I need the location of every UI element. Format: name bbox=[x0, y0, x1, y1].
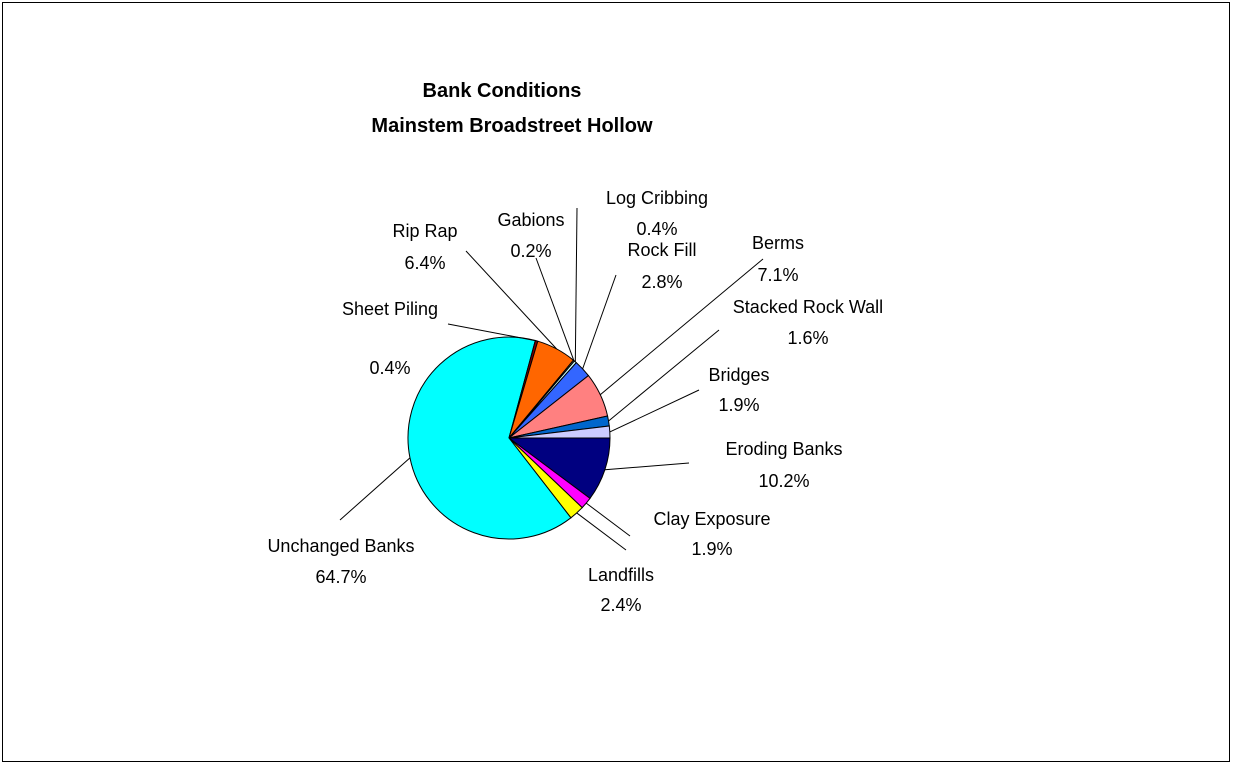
leader-line-stacked-rock-wall bbox=[608, 329, 720, 422]
leader-line-clay-exposure bbox=[585, 502, 631, 537]
slice-label-clay-exposure: Clay Exposure bbox=[653, 509, 770, 529]
slice-percent-unchanged-banks: 64.7% bbox=[315, 567, 366, 587]
slice-percent-eroding-banks: 10.2% bbox=[758, 471, 809, 491]
slice-percent-bridges: 1.9% bbox=[718, 395, 759, 415]
slice-percent-sheet-piling: 0.4% bbox=[369, 358, 410, 378]
slice-percent-stacked-rock-wall: 1.6% bbox=[787, 328, 828, 348]
chart-title-line-2: Mainstem Broadstreet Hollow bbox=[371, 115, 653, 137]
leader-line-gabions bbox=[535, 257, 575, 361]
leader-lines bbox=[339, 207, 764, 551]
slice-label-landfills: Landfills bbox=[588, 565, 654, 585]
leader-line-log-cribbing bbox=[574, 207, 578, 362]
slice-label-rock-fill: Rock Fill bbox=[627, 240, 696, 260]
leader-line-unchanged-banks bbox=[339, 457, 411, 521]
leader-line-berms bbox=[599, 258, 764, 396]
leader-line-rip-rap bbox=[465, 250, 557, 350]
slice-percent-rock-fill: 2.8% bbox=[641, 272, 682, 292]
slice-label-stacked-rock-wall: Stacked Rock Wall bbox=[733, 297, 883, 317]
leader-line-sheet-piling bbox=[447, 323, 537, 342]
slice-label-unchanged-banks: Unchanged Banks bbox=[267, 536, 414, 556]
pie-slice-bridges bbox=[508, 425, 611, 439]
chart-title-line-1: Bank Conditions bbox=[423, 80, 582, 102]
slice-label-bridges: Bridges bbox=[708, 365, 769, 385]
slice-percent-clay-exposure: 1.9% bbox=[691, 539, 732, 559]
slice-percent-rip-rap: 6.4% bbox=[404, 253, 445, 273]
pie-chart: Bank Conditions Mainstem Broadstreet Hol… bbox=[267, 80, 883, 615]
slice-percent-log-cribbing: 0.4% bbox=[636, 219, 677, 239]
leader-line-eroding-banks bbox=[604, 462, 690, 471]
slice-percent-berms: 7.1% bbox=[757, 265, 798, 285]
slice-labels: Eroding Banks 10.2% Clay Exposure 1.9% Landf… bbox=[267, 188, 883, 615]
leader-line-rock-fill bbox=[582, 274, 617, 370]
leader-line-landfills bbox=[576, 512, 627, 551]
slice-label-rip-rap: Rip Rap bbox=[392, 221, 457, 241]
leader-line-bridges bbox=[609, 389, 700, 433]
slice-label-berms: Berms bbox=[752, 233, 804, 253]
slice-label-gabions: Gabions bbox=[497, 210, 564, 230]
slice-label-sheet-piling: Sheet Piling bbox=[342, 299, 438, 319]
slice-label-eroding-banks: Eroding Banks bbox=[725, 439, 842, 459]
slice-label-log-cribbing: Log Cribbing bbox=[606, 188, 708, 208]
pie-slices bbox=[407, 336, 611, 540]
slice-percent-landfills: 2.4% bbox=[600, 595, 641, 615]
slice-percent-gabions: 0.2% bbox=[510, 241, 551, 261]
